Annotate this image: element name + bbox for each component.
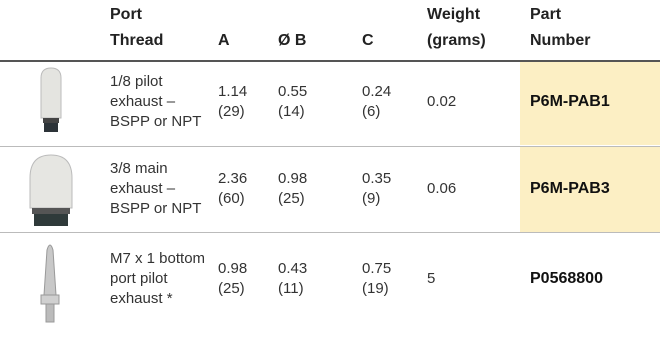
port-thread: port pilot <box>110 270 168 287</box>
header-cell: C <box>362 32 374 49</box>
port-thread: 3/8 main <box>110 160 168 177</box>
header-cell: Thread <box>110 32 164 49</box>
part-number: P6M-PAB1 <box>530 93 610 110</box>
dim-b: (11) <box>278 280 304 297</box>
dim-b: 0.55 <box>278 83 308 100</box>
dim-a: (60) <box>218 190 245 207</box>
part-number: P6M-PAB3 <box>530 180 610 197</box>
weight: 0.06 <box>427 180 457 197</box>
highlight <box>520 62 660 145</box>
header-cell: Ø B <box>278 32 307 49</box>
dim-c: 0.75 <box>362 260 392 277</box>
dim-a: 2.36 <box>218 170 248 187</box>
highlight <box>520 147 660 232</box>
port-thread: exhaust – <box>110 93 176 110</box>
weight: 5 <box>427 270 436 287</box>
product-icons <box>29 67 73 323</box>
port-thread: exhaust * <box>110 290 173 307</box>
dim-c: (6) <box>362 103 381 120</box>
row-rule <box>0 232 660 233</box>
weight: 0.02 <box>427 93 457 110</box>
dim-b: (14) <box>278 103 305 120</box>
dim-a: 0.98 <box>218 260 248 277</box>
header-cell: (grams) <box>427 32 486 49</box>
dim-c: 0.35 <box>362 170 392 187</box>
dim-b: 0.43 <box>278 260 308 277</box>
icon-small-silencer <box>40 67 62 132</box>
header-rule <box>0 60 660 62</box>
header-cell: Weight <box>427 6 481 23</box>
dim-b: (25) <box>278 190 305 207</box>
part-number: P0568800 <box>530 270 603 287</box>
dim-a: (29) <box>218 103 245 120</box>
header-cell: A <box>218 32 230 49</box>
dim-a: (25) <box>218 280 245 297</box>
dim-c: 0.24 <box>362 83 392 100</box>
header-cell: Number <box>530 32 591 49</box>
icon-large-silencer <box>29 154 73 226</box>
header-cell: Part <box>530 6 562 23</box>
port-thread: exhaust – <box>110 180 176 197</box>
port-thread: 1/8 pilot <box>110 73 163 90</box>
dim-c: (9) <box>362 190 381 207</box>
port-thread: BSPP or NPT <box>110 200 202 217</box>
dim-c: (19) <box>362 280 389 297</box>
icon-pilot-silencer <box>40 244 60 323</box>
header-cell: Port <box>110 6 142 23</box>
port-thread: M7 x 1 bottom <box>110 250 206 267</box>
dim-b: 0.98 <box>278 170 308 187</box>
row-rule <box>0 146 660 147</box>
port-thread: BSPP or NPT <box>110 113 202 130</box>
dim-a: 1.14 <box>218 83 248 100</box>
